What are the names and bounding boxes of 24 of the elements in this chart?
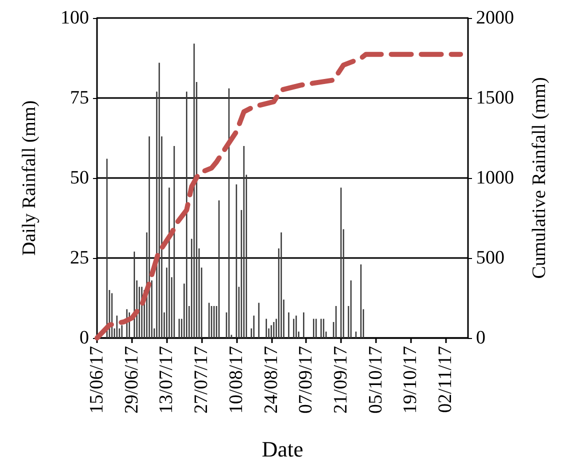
y2-tick-label: 1500	[476, 88, 514, 108]
x-tick-label: 29/06/17	[121, 346, 142, 414]
y-axis-title: Daily Rainfall (mm)	[19, 100, 40, 256]
x-tick-label: 19/10/17	[400, 346, 422, 414]
x-tick-label: 21/09/17	[330, 346, 352, 414]
y2-tick-label: 2000	[476, 8, 514, 28]
y2-tick-label: 0	[476, 328, 486, 348]
x-tick-label: 05/10/17	[365, 346, 386, 414]
y-tick-label: 0	[80, 328, 89, 348]
x-tick-label: 15/06/17	[86, 346, 108, 414]
y-tick-label: 25	[70, 248, 89, 268]
y2-tick-label: 1000	[476, 168, 514, 188]
x-tick-label: 07/09/17	[296, 346, 317, 414]
x-tick-label: 02/11/17	[435, 346, 456, 413]
y2-tick-label: 500	[476, 248, 504, 268]
y2-axis-title: Cumulative Rainfall (mm)	[529, 77, 550, 279]
x-tick-label: 27/07/17	[191, 346, 212, 414]
x-tick-label: 24/08/17	[260, 346, 282, 414]
y-tick-label: 100	[60, 8, 89, 28]
y-tick-label: 75	[70, 88, 89, 108]
y-tick-label: 50	[70, 168, 89, 188]
x-tick-label: 10/08/17	[226, 346, 247, 414]
x-tick-label: 13/07/17	[156, 346, 178, 414]
x-axis-title: Date	[262, 436, 304, 462]
